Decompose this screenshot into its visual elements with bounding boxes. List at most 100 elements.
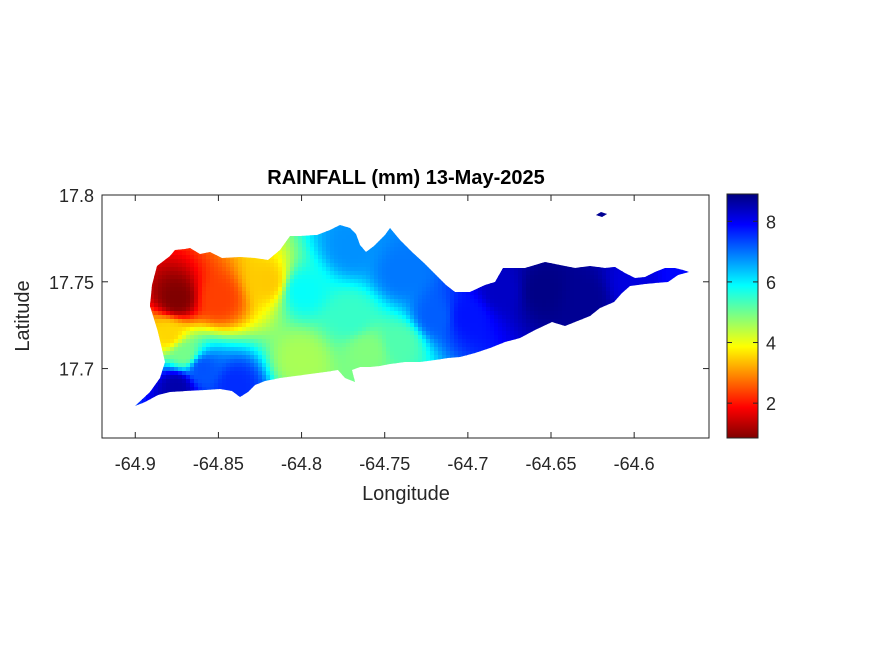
heat-cell [262,323,267,328]
heat-cell [378,247,383,252]
heat-cell [302,235,307,240]
heat-cell [178,295,183,300]
heat-cell [154,271,159,276]
heat-cell [370,295,375,300]
heat-cell [354,207,359,212]
heat-cell [386,407,391,412]
heat-cell [410,387,415,392]
heat-cell [302,395,307,400]
heat-cell [162,283,167,288]
heat-cell [102,391,107,396]
heat-cell [338,395,343,400]
heat-cell [342,203,347,208]
heat-cell [374,247,379,252]
heat-cell [146,335,151,340]
heat-cell [130,427,135,432]
heat-cell [350,195,355,200]
heat-cell [330,259,335,264]
heat-cell [198,287,203,292]
heat-cell [206,195,211,200]
heat-cell [358,295,363,300]
heat-cell [290,231,295,236]
heat-cell [130,199,135,204]
heat-cell [246,195,251,200]
heat-cell [350,291,355,296]
heat-cell [270,331,275,336]
heat-cell [378,371,383,376]
heat-cell [158,403,163,406]
heat-cell [418,327,423,332]
heat-cell [135,403,139,406]
heat-cell [386,423,391,428]
heat-cell [198,279,203,284]
heat-cell [354,331,359,336]
heat-cell [154,335,159,340]
heat-cell [210,355,215,360]
heat-cell [106,423,111,428]
heat-cell [218,371,223,376]
heat-cell [334,287,339,292]
heat-cell [330,435,335,440]
heat-cell [394,355,399,360]
heat-cell [410,275,415,280]
heat-cell [110,363,115,368]
heat-cell [318,279,323,284]
heat-cell [414,212,419,216]
heat-cell [298,355,303,360]
heat-cell [422,283,427,288]
heat-cell [138,263,143,268]
heat-cell [326,427,331,432]
heat-cell [374,335,379,340]
heat-cell [150,287,155,292]
heat-cell [258,203,263,208]
heat-cell [306,215,311,220]
heat-cell [298,255,303,260]
heat-cell [306,239,311,244]
heat-cell [182,411,187,416]
heat-cell [270,223,275,228]
heat-cell [174,391,179,396]
heat-cell [186,203,191,208]
heat-cell [390,307,395,312]
heat-cell [246,379,251,384]
heat-cell [370,331,375,336]
heat-cell [350,407,355,412]
heat-cell [126,219,131,224]
heat-cell [226,367,231,372]
heat-cell [342,323,347,328]
heat-cell [214,251,219,256]
heat-cell [386,239,391,244]
heat-cell [346,351,351,356]
heat-cell [322,227,327,232]
heat-cell [326,311,331,316]
heat-cell [234,351,239,356]
heat-cell [418,311,423,316]
heat-cell [206,307,211,312]
heat-cell [250,243,255,248]
heat-cell [334,379,339,384]
heat-cell [290,435,295,440]
heat-cell [414,235,419,240]
heat-cell [178,207,183,212]
heat-cell [246,335,251,340]
heat-cell [135,259,139,264]
heat-cell [238,383,243,388]
heat-cell [274,303,279,308]
heat-cell [138,371,143,376]
heat-cell [378,259,383,264]
heat-cell [294,387,299,392]
heat-cell [206,427,211,432]
heat-cell [134,427,139,432]
heat-cell [190,291,195,296]
heat-cell [350,243,355,248]
heat-cell [254,239,259,244]
heat-cell [334,279,339,284]
heat-cell [238,307,243,312]
heat-cell [154,355,159,360]
heat-cell [350,355,355,360]
heat-cell [418,287,423,292]
heat-cell [214,351,219,356]
heat-cell [282,327,287,332]
heat-cell [314,387,319,392]
heat-cell [398,215,403,220]
